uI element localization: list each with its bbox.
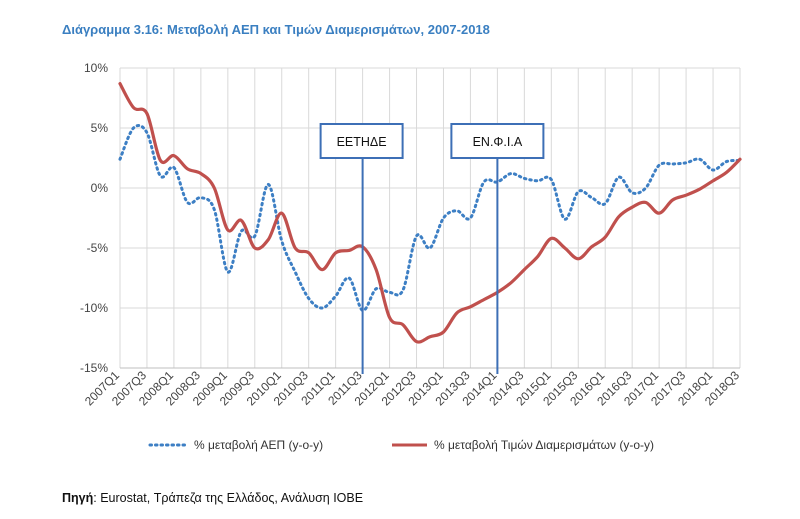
series-line-gdp (118, 123, 742, 312)
annotation-box (450, 123, 545, 159)
annotation-label: ΕΕΤΗΔΕ (337, 135, 387, 149)
legend: % μεταβολή ΑΕΠ (y-o-y) % μεταβολή Τιμών … (148, 438, 654, 452)
annotation-label: ΕΝ.Φ.Ι.Α (473, 135, 523, 149)
legend-label-gdp: % μεταβολή ΑΕΠ (y-o-y) (194, 438, 323, 452)
y-tick-label: 0% (91, 181, 109, 195)
source-text: : Eurostat, Τράπεζα της Ελλάδος, Ανάλυση… (93, 491, 364, 505)
annotation-box (319, 123, 404, 159)
source-note: Πηγή: Eurostat, Τράπεζα της Ελλάδος, Ανά… (62, 491, 363, 505)
y-axis-ticks: 10% 5% 0% -5% -10% -15% (80, 61, 108, 375)
y-tick-label: -15% (80, 361, 108, 375)
series-group (118, 82, 742, 344)
y-tick-label: -5% (87, 241, 109, 255)
annotations-group: ΕΕΤΗΔΕ ΕΝ.Φ.Ι.Α (319, 123, 545, 374)
y-tick-label: -10% (80, 301, 108, 315)
y-tick-label: 10% (84, 61, 108, 75)
chart-title: Διάγραμμα 3.16: Μεταβολή ΑΕΠ και Τιμών Δ… (62, 22, 490, 37)
legend-label-prices: % μεταβολή Τιμών Διαμερισμάτων (y-o-y) (434, 438, 654, 452)
x-axis-ticks: 2007Q12007Q32008Q12008Q32009Q12009Q32010… (82, 368, 742, 408)
grid-lines (119, 67, 741, 369)
y-tick-label: 5% (91, 121, 109, 135)
source-label: Πηγή (62, 491, 94, 505)
series-line-prices (118, 82, 742, 344)
